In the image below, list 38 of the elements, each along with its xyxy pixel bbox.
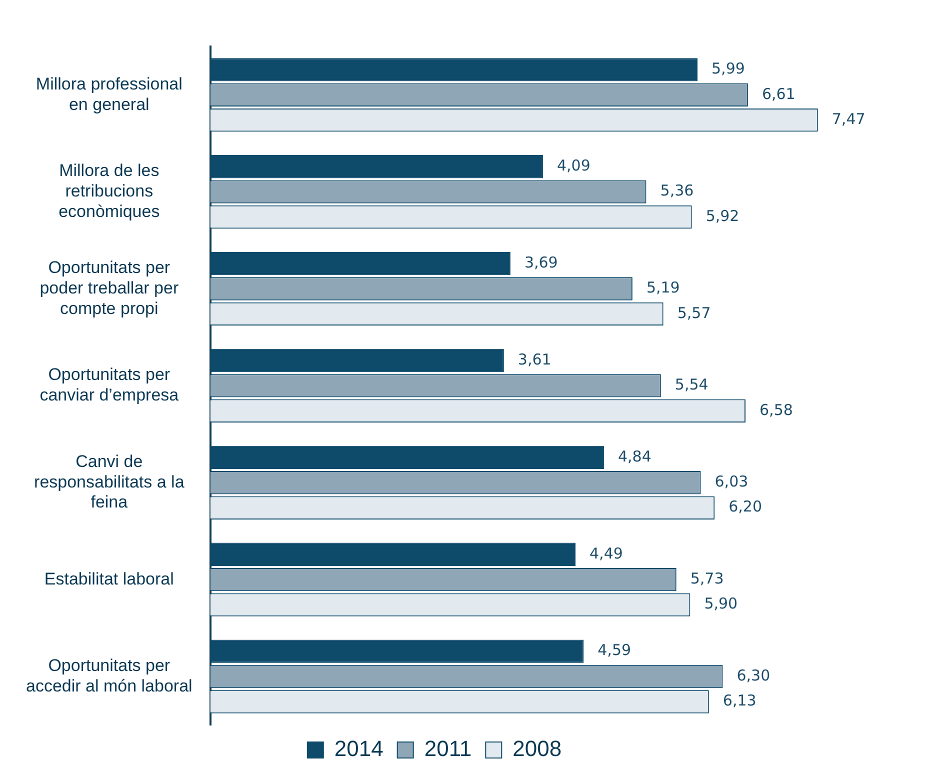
data-label: 5,90 <box>704 594 738 613</box>
data-label: 5,19 <box>646 278 680 297</box>
data-label: 3,69 <box>524 253 558 272</box>
data-label: 6,30 <box>736 666 770 684</box>
data-label: 6,61 <box>762 84 796 103</box>
data-label: 6,13 <box>722 692 756 710</box>
data-label: 3,61 <box>518 350 552 368</box>
bar <box>210 542 576 566</box>
data-label: 4,59 <box>598 641 632 660</box>
y-tick-label: Oportunitats per accedir al món laboral <box>26 656 192 696</box>
legend-label: 2014 <box>334 736 384 762</box>
data-label: 5,73 <box>690 569 724 588</box>
bar <box>210 446 604 470</box>
legend-label: 2011 <box>424 736 472 762</box>
y-tick-label: Canvi de responsabilitats a la feina <box>34 452 185 512</box>
y-tick-label: Oportunitats per canviar d’empresa <box>40 365 180 405</box>
bar <box>210 252 510 276</box>
bar <box>210 155 543 178</box>
bar <box>210 640 584 663</box>
data-label: 5,57 <box>677 304 711 322</box>
data-label: 4,49 <box>590 544 623 562</box>
y-tick-label: Millora de les retribucions econòmiques <box>58 161 160 221</box>
y-tick-label: Oportunitats per poder treballar per compte propi <box>40 258 179 318</box>
y-tick-label: Estabilitat laboral <box>44 569 174 588</box>
bar <box>210 348 504 372</box>
data-label: 5,54 <box>674 376 708 394</box>
legend-label: 2008 <box>512 736 562 762</box>
data-label: 6,58 <box>760 400 793 419</box>
data-label: 6,03 <box>714 472 748 491</box>
data-label: 5,36 <box>660 182 694 200</box>
data-label: 7,47 <box>832 110 866 128</box>
bar <box>210 58 698 82</box>
data-label: 6,20 <box>728 498 762 516</box>
y-tick-label: Millora professional en general <box>36 74 182 114</box>
data-label: 4,84 <box>618 447 652 466</box>
data-label: 5,92 <box>706 206 740 225</box>
data-label: 5,99 <box>712 60 745 78</box>
data-label: 4,09 <box>556 156 590 174</box>
